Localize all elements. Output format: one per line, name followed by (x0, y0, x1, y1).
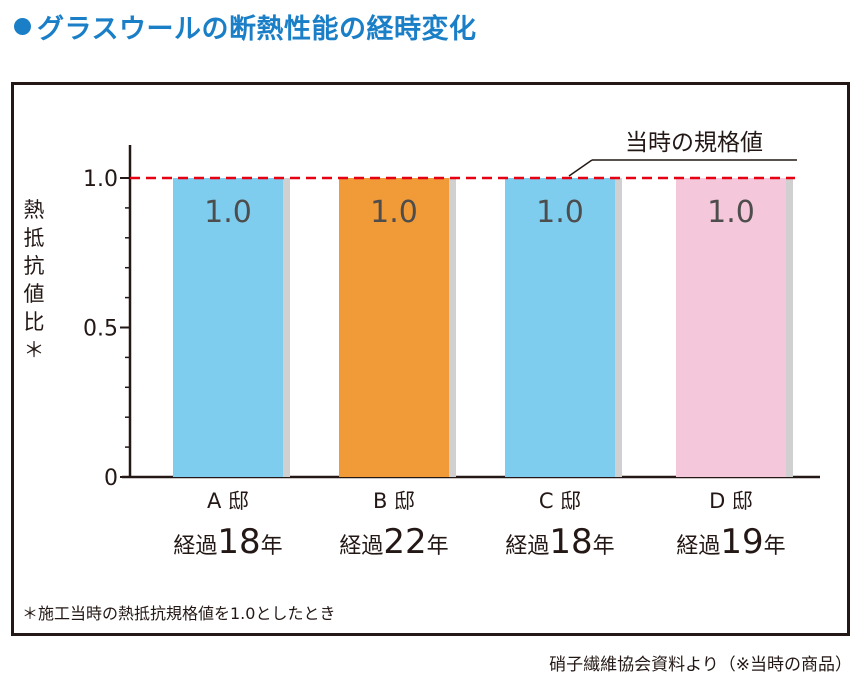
reference-callout-leader (568, 159, 593, 177)
bar (505, 178, 615, 477)
y-axis-title-char: 比 (23, 310, 45, 334)
bar (339, 178, 449, 477)
x-category-label: B 邸 (373, 489, 415, 513)
y-axis-title-char: 熱 (23, 198, 45, 222)
x-category-label: C 邸 (539, 489, 581, 513)
x-category-label: A 邸 (207, 489, 249, 513)
y-axis-title-char: 値 (23, 282, 45, 306)
bar-shadow (615, 178, 622, 477)
footnote: ＊施工当時の熱抵抗規格値を1.0としたとき (22, 604, 336, 623)
y-axis-title-char: 抵 (23, 226, 45, 250)
x-category-label: D 邸 (709, 489, 753, 513)
y-tick-label: 1.0 (83, 167, 118, 192)
bar (173, 178, 283, 477)
y-axis-title: 熱抵抗値比 ＊ (20, 196, 48, 364)
x-elapsed-label: 経過22年 (339, 522, 448, 562)
bar-shadow (283, 178, 290, 477)
x-elapsed-label: 経過19年 (676, 522, 785, 562)
y-tick-label: 0.5 (83, 317, 118, 342)
source-note: 硝子繊維協会資料より（※当時の商品） (549, 655, 852, 675)
chart-title-text: グラスウールの断熱性能の経時変化 (37, 13, 477, 45)
y-axis-title-char: 抗 (23, 254, 45, 278)
bar-value-label: 1.0 (204, 195, 252, 230)
bar-value-label: 1.0 (370, 195, 418, 230)
bar (676, 178, 786, 477)
bullet-dot-icon (14, 17, 31, 35)
bar-value-label: 1.0 (707, 195, 755, 230)
reference-line-label: 当時の規格値 (625, 130, 763, 156)
bar-shadow (449, 178, 456, 477)
bar-shadow (786, 178, 793, 477)
bar-value-label: 1.0 (536, 195, 584, 230)
y-axis-title-char: ＊ (23, 338, 45, 362)
chart-title: グラスウールの断熱性能の経時変化 (14, 6, 476, 46)
x-elapsed-label: 経過18年 (173, 522, 282, 562)
y-axis-title-text: 熱抵抗値比 ＊ (20, 196, 48, 364)
y-tick-label: 0 (104, 466, 118, 491)
x-elapsed-label: 経過18年 (505, 522, 614, 562)
